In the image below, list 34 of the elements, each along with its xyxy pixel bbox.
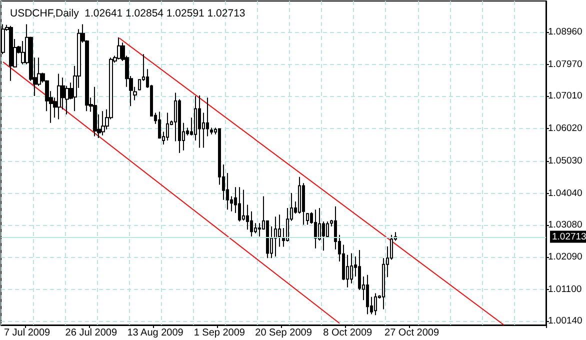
y-tick-label: 1.03080 (548, 219, 582, 230)
y-tick-label: 1.05030 (548, 155, 582, 166)
ref-line-label: 1.02713 (552, 231, 586, 242)
candlestick (366, 274, 369, 315)
candlestick (314, 209, 317, 249)
candlestick (57, 73, 61, 120)
y-tick-label: 1.06020 (548, 122, 582, 134)
text: USDCHF,Daily 1.02641 1.02854 1.02591 1.02713 (10, 8, 246, 20)
x-tick-label: 7 Jul 2009 (4, 328, 51, 338)
candlestick (93, 86, 97, 137)
y-tick-label: 1.00140 (548, 316, 582, 327)
y-tick-label: 1.04040 (548, 188, 582, 199)
x-tick-label: 26 Jul 2009 (65, 328, 118, 338)
candlestick (374, 292, 377, 316)
candlestick (117, 36, 121, 60)
y-tick-label: 1.01100 (548, 284, 582, 296)
candlestick (350, 252, 353, 284)
y-tick-label: 1.07010 (548, 90, 582, 102)
x-tick-label: 8 Oct 2009 (323, 328, 373, 338)
candlestick (9, 25, 13, 82)
candlestick (210, 127, 213, 135)
x-tick-label: 20 Sep 2009 (255, 328, 312, 338)
candlestick (238, 186, 241, 222)
candlestick (274, 216, 277, 258)
y-tick-label: 1.08960 (548, 26, 582, 38)
candlestick (166, 112, 169, 142)
candlestick (101, 110, 105, 136)
candlestick (306, 212, 309, 226)
x-tick-label: 13 Aug 2009 (127, 328, 184, 338)
x-tick-label: 27 Oct 2009 (384, 328, 440, 338)
x-tick-label: 1 Sep 2009 (194, 328, 246, 338)
candlestick (198, 94, 201, 148)
y-tick-label: 1.07970 (548, 59, 582, 70)
y-tick-label: 1.02090 (548, 252, 582, 263)
